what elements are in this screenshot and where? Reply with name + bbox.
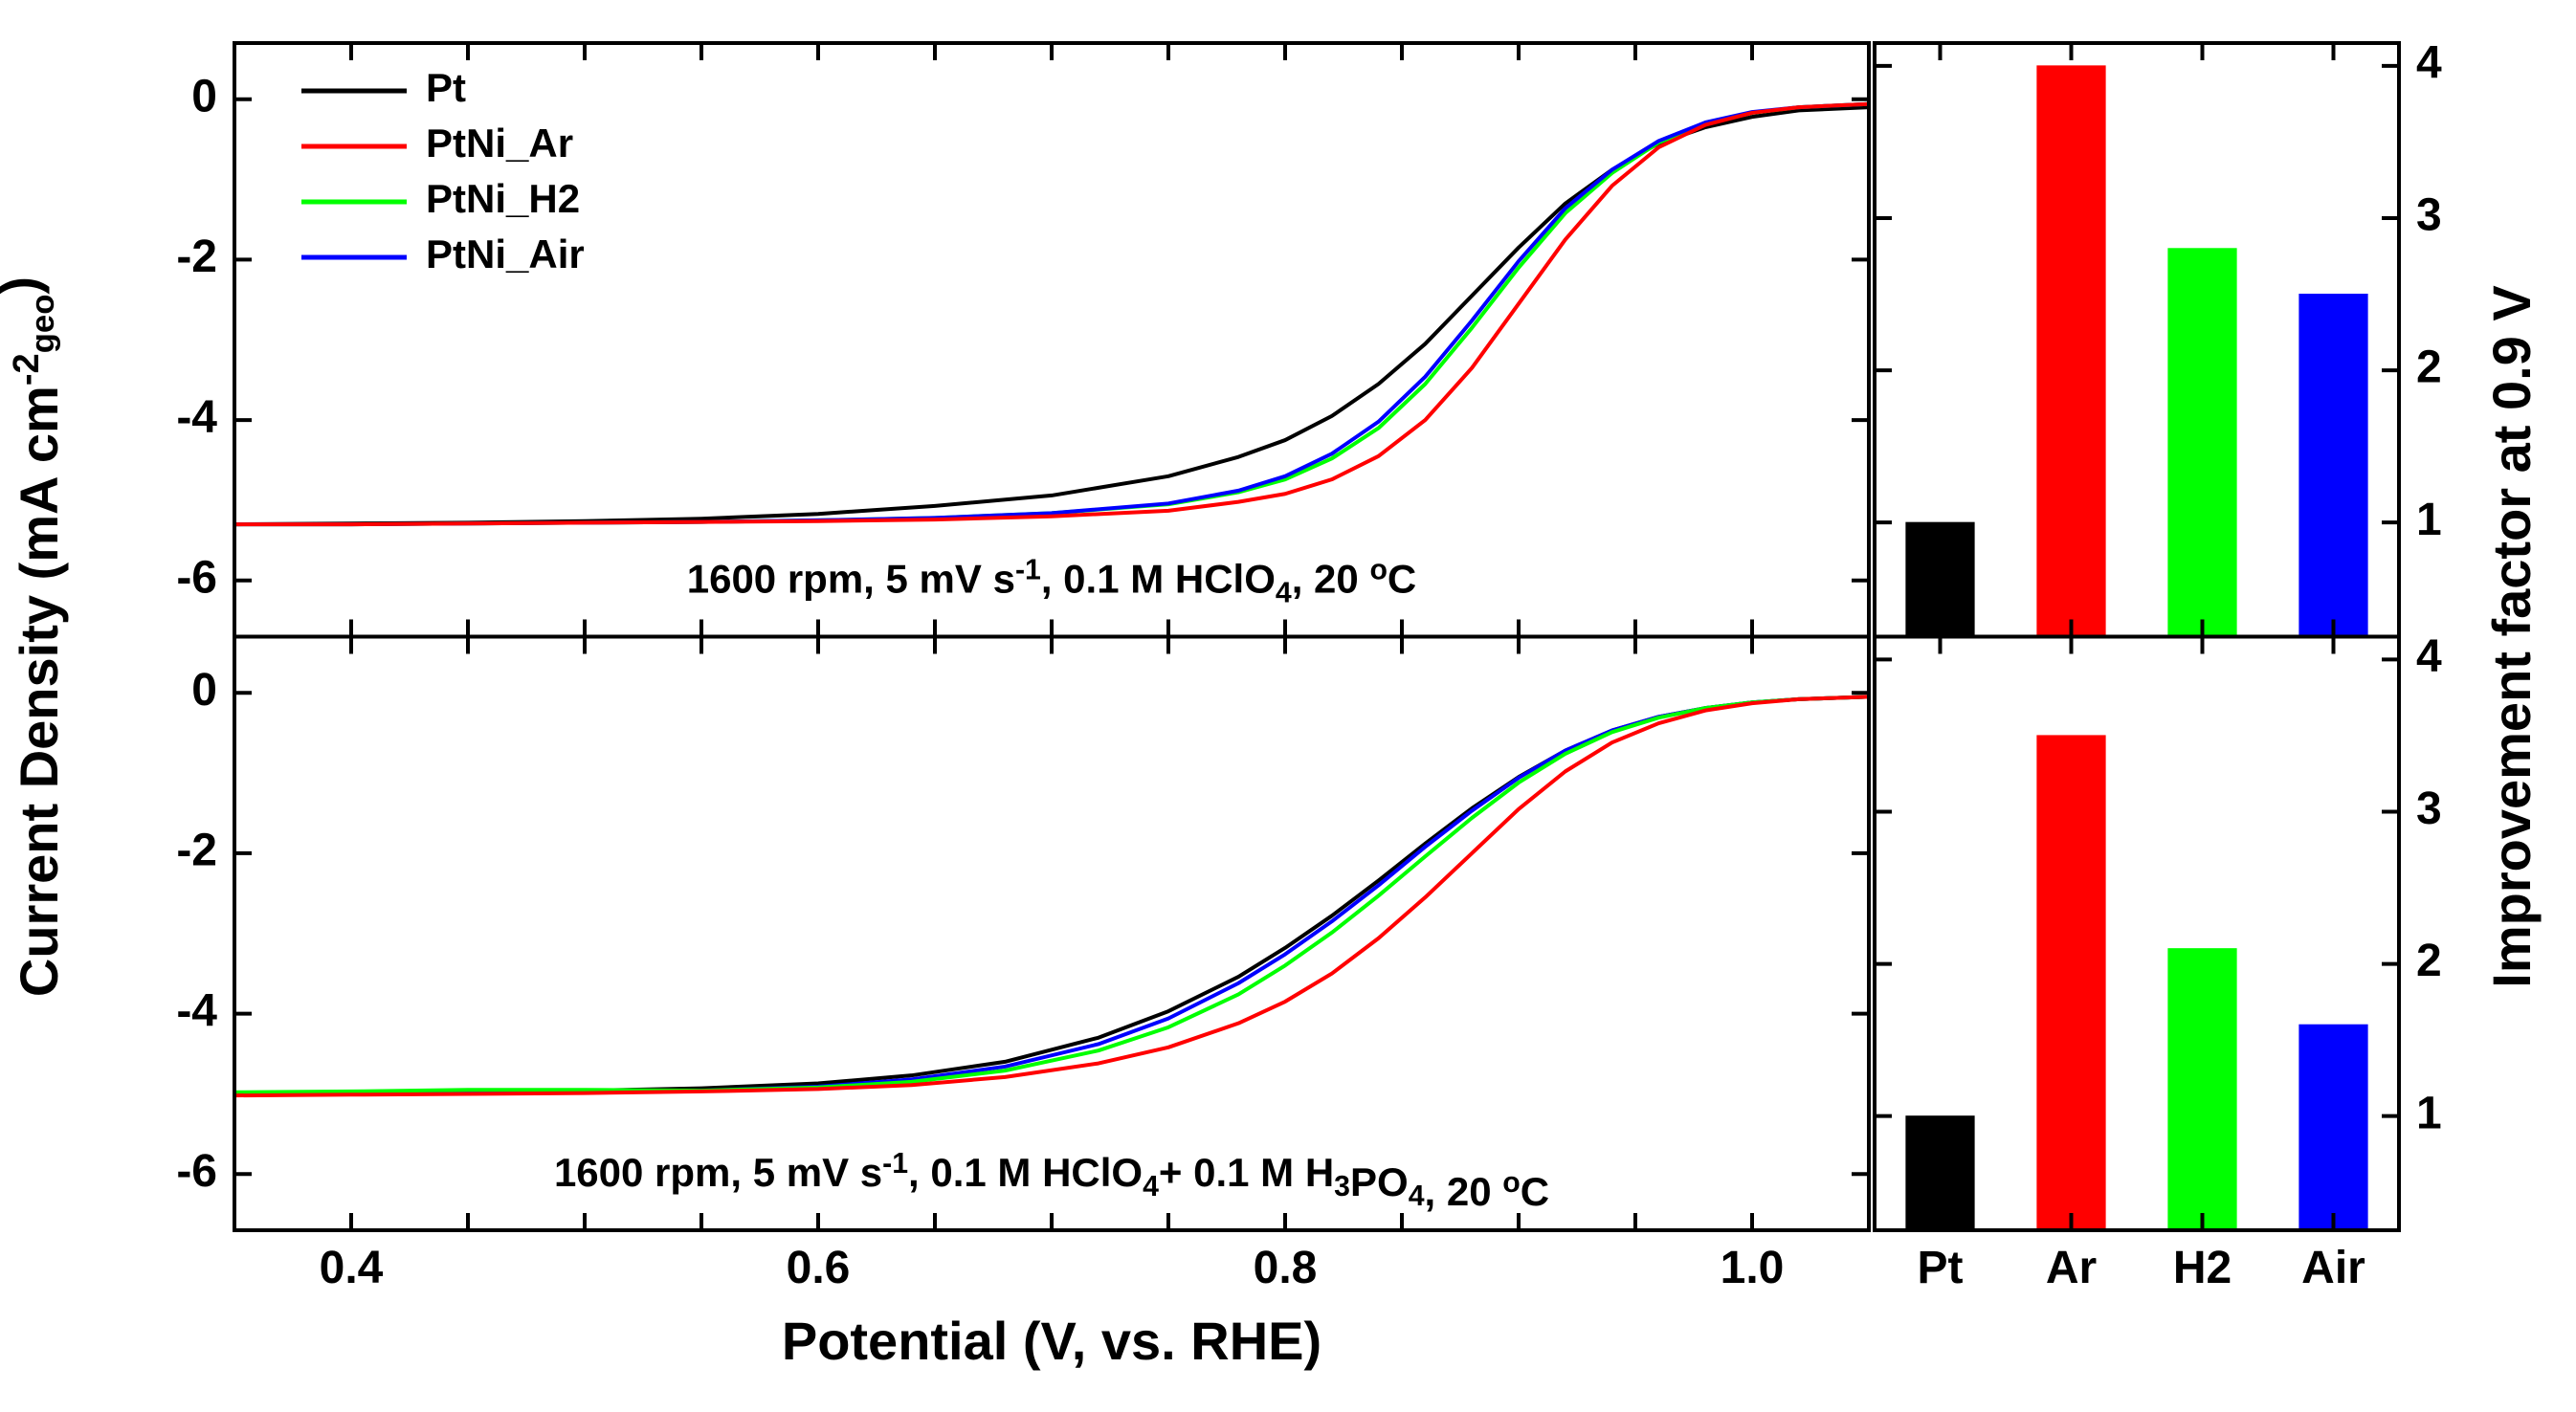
svg-text:Current Density (mA cm-2geo): Current Density (mA cm-2geo) xyxy=(0,276,69,997)
svg-text:Potential (V, vs. RHE): Potential (V, vs. RHE) xyxy=(782,1311,1321,1371)
svg-text:0.6: 0.6 xyxy=(787,1243,851,1293)
svg-text:3: 3 xyxy=(2416,783,2442,834)
svg-text:3: 3 xyxy=(2416,190,2442,241)
svg-text:-2: -2 xyxy=(176,826,217,876)
svg-text:PtNi_Air: PtNi_Air xyxy=(426,232,585,276)
svg-text:-6: -6 xyxy=(176,1146,217,1197)
svg-text:Ar: Ar xyxy=(2046,1243,2097,1293)
svg-text:H2: H2 xyxy=(2173,1243,2232,1293)
svg-text:1.0: 1.0 xyxy=(1721,1243,1785,1293)
svg-text:PtNi_H2: PtNi_H2 xyxy=(426,176,580,221)
svg-text:Pt: Pt xyxy=(426,65,466,110)
svg-text:1600 rpm, 5 mV s-1, 0.1 M HClO: 1600 rpm, 5 mV s-1, 0.1 M HClO4+ 0.1 M H… xyxy=(554,1148,1549,1214)
svg-text:-2: -2 xyxy=(176,232,217,282)
svg-text:1: 1 xyxy=(2416,495,2442,545)
svg-text:0.8: 0.8 xyxy=(1254,1243,1318,1293)
svg-text:-4: -4 xyxy=(176,392,217,443)
svg-text:0: 0 xyxy=(191,71,217,121)
svg-text:4: 4 xyxy=(2416,631,2442,682)
figure-svg: -6 -4 -2 0 1600 rpm, 5 mV s-1, 0.1 M HClO4, … xyxy=(0,0,2576,1412)
figure-root: -6 -4 -2 0 1600 rpm, 5 mV s-1, 0.1 M HClO4, … xyxy=(0,0,2576,1412)
svg-text:PtNi_Ar: PtNi_Ar xyxy=(426,121,573,165)
svg-text:2: 2 xyxy=(2416,936,2442,986)
svg-text:4: 4 xyxy=(2416,38,2442,89)
svg-text:Pt: Pt xyxy=(1918,1243,1964,1293)
svg-text:0.4: 0.4 xyxy=(320,1243,384,1293)
svg-text:1: 1 xyxy=(2416,1088,2442,1138)
svg-text:-6: -6 xyxy=(176,552,217,603)
svg-text:Improvement factor at 0.9 V: Improvement factor at 0.9 V xyxy=(2481,285,2542,987)
svg-text:-4: -4 xyxy=(176,985,217,1036)
svg-text:0: 0 xyxy=(191,665,217,716)
svg-text:1600 rpm, 5 mV s-1, 0.1 M HClO: 1600 rpm, 5 mV s-1, 0.1 M HClO4, 20 oC xyxy=(687,554,1417,608)
svg-text:2: 2 xyxy=(2416,342,2442,393)
svg-text:Air: Air xyxy=(2301,1243,2365,1293)
